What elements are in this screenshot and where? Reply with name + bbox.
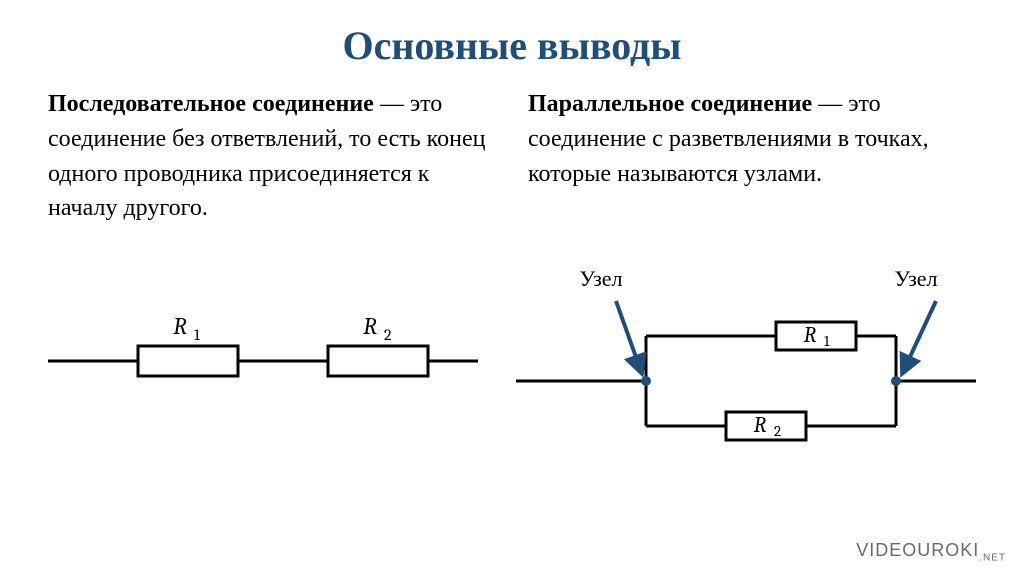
svg-text:R: R [173, 312, 187, 340]
page-title: Основные выводы [0, 0, 1024, 69]
svg-text:1: 1 [824, 332, 830, 350]
parallel-term: Параллельное соединение [528, 91, 812, 117]
definitions-row: Последовательное соединение — это соедин… [0, 69, 1024, 226]
watermark: VIDEOUROKI.NET [856, 540, 1006, 564]
diagrams-row: R1R2 R1R2УзелУзел [0, 266, 1024, 466]
svg-text:Узел: Узел [894, 266, 937, 291]
watermark-suffix: .NET [979, 553, 1006, 564]
svg-text:R: R [804, 322, 817, 348]
watermark-main: VIDEOUROKI [856, 540, 979, 560]
svg-text:R: R [363, 312, 377, 340]
parallel-diagram: R1R2УзелУзел [516, 266, 976, 466]
svg-text:1: 1 [194, 326, 200, 344]
series-term: Последовательное соединение [48, 91, 374, 117]
svg-text:2: 2 [384, 326, 392, 344]
series-definition: Последовательное соединение — это соедин… [48, 87, 496, 226]
parallel-definition: Параллельное соединение — это соединение… [528, 87, 976, 226]
series-diagram: R1R2 [48, 266, 484, 466]
svg-text:R: R [754, 412, 767, 438]
svg-text:2: 2 [774, 422, 781, 440]
svg-text:Узел: Узел [579, 266, 622, 291]
